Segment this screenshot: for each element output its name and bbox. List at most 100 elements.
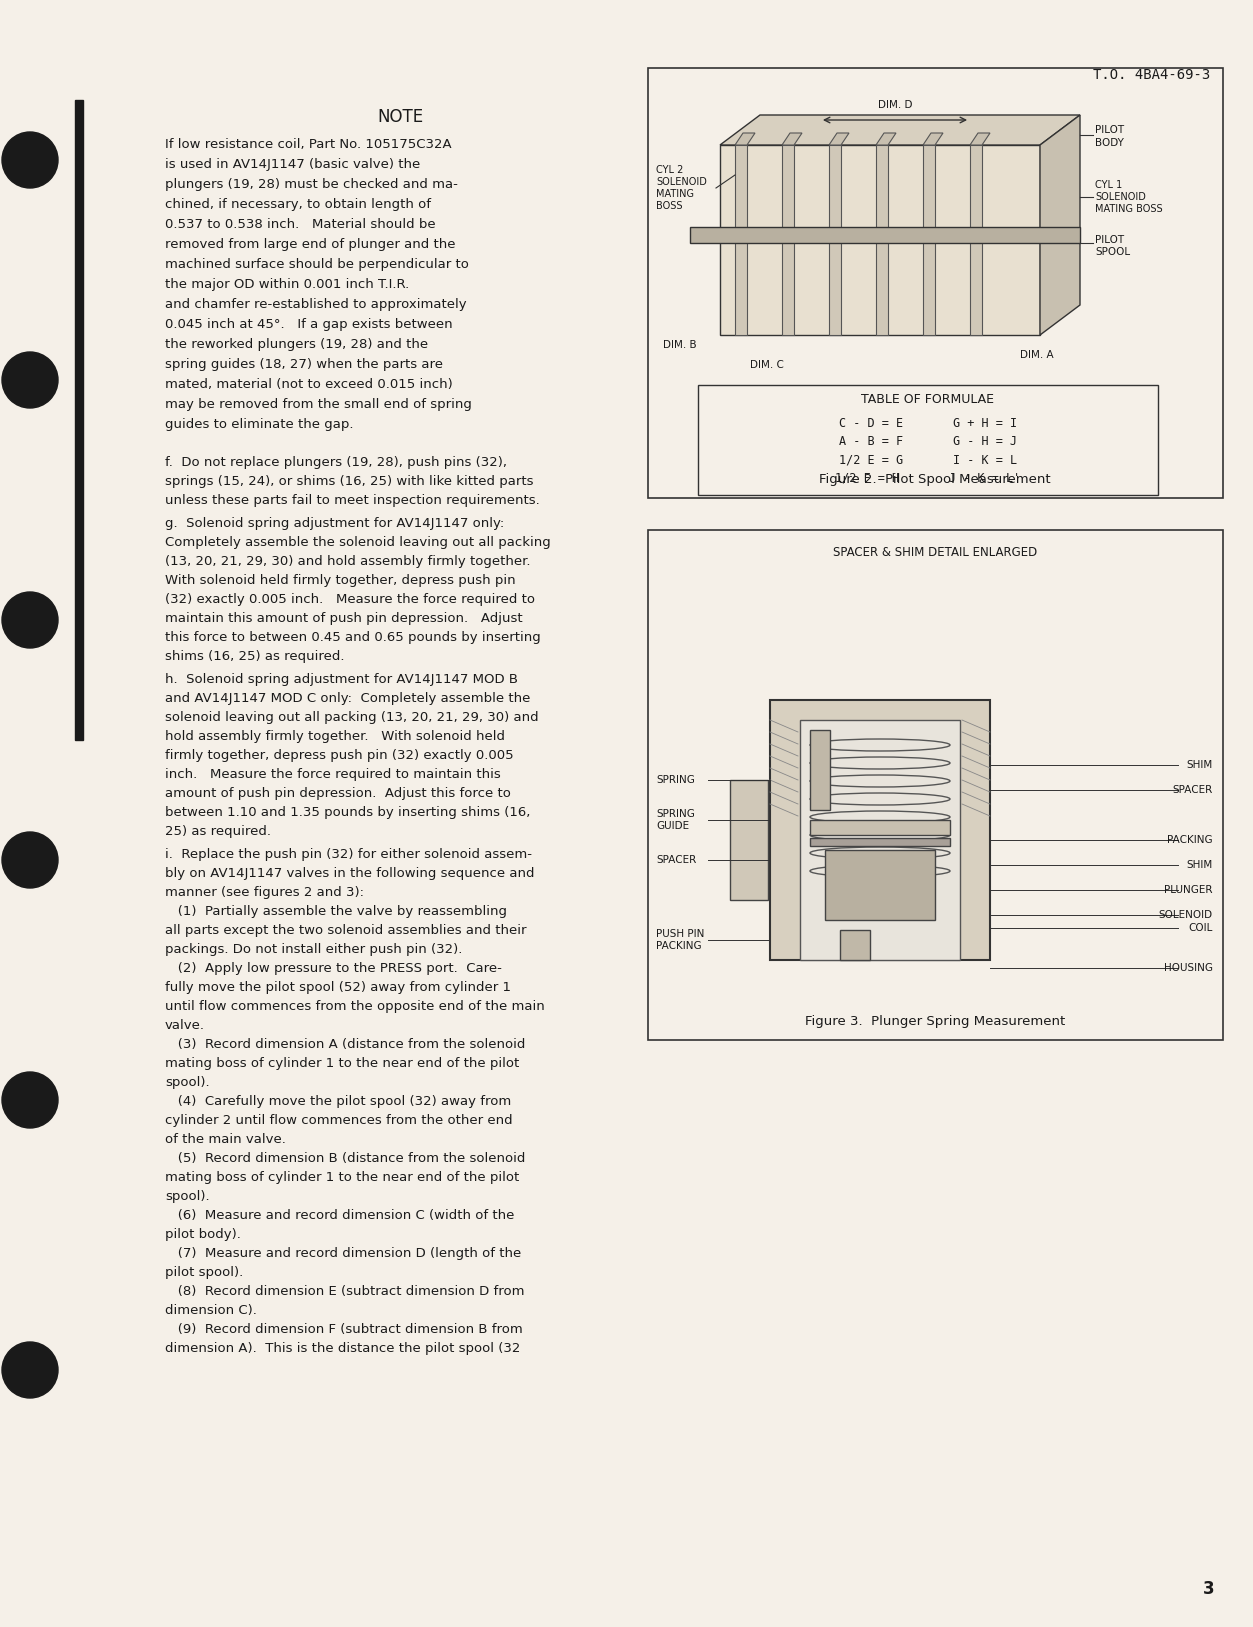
Text: pilot spool).: pilot spool). (165, 1266, 243, 1279)
Text: this force to between 0.45 and 0.65 pounds by inserting: this force to between 0.45 and 0.65 poun… (165, 631, 541, 644)
Text: BOSS: BOSS (657, 202, 683, 212)
Bar (840, 931, 870, 960)
Text: mating boss of cylinder 1 to the near end of the pilot: mating boss of cylinder 1 to the near en… (165, 1171, 519, 1184)
Text: and AV14J1147 MOD C only:  Completely assemble the: and AV14J1147 MOD C only: Completely ass… (165, 691, 530, 704)
Text: f.  Do not replace plungers (19, 28), push pins (32),: f. Do not replace plungers (19, 28), pus… (165, 456, 507, 469)
Text: and chamfer re-established to approximately: and chamfer re-established to approximat… (165, 298, 466, 311)
Polygon shape (829, 133, 850, 145)
Text: manner (see figures 2 and 3):: manner (see figures 2 and 3): (165, 887, 365, 900)
Text: CYL 2: CYL 2 (657, 164, 683, 176)
Polygon shape (782, 133, 802, 145)
Bar (648, 68, 1223, 498)
Text: spring guides (18, 27) when the parts are: spring guides (18, 27) when the parts ar… (165, 358, 444, 371)
Bar (690, 228, 1080, 242)
Polygon shape (720, 116, 1080, 145)
Text: maintain this amount of push pin depression.   Adjust: maintain this amount of push pin depress… (165, 612, 523, 625)
Text: PUSH PIN
PACKING: PUSH PIN PACKING (657, 929, 704, 950)
Circle shape (3, 1342, 58, 1398)
Text: HOUSING: HOUSING (1164, 963, 1213, 973)
Text: is used in AV14J1147 (basic valve) the: is used in AV14J1147 (basic valve) the (165, 158, 420, 171)
Text: PLUNGER: PLUNGER (1164, 885, 1213, 895)
Text: i.  Replace the push pin (32) for either solenoid assem-: i. Replace the push pin (32) for either … (165, 848, 533, 861)
Text: plungers (19, 28) must be checked and ma-: plungers (19, 28) must be checked and ma… (165, 177, 457, 190)
Circle shape (3, 351, 58, 408)
Text: bly on AV14J1147 valves in the following sequence and: bly on AV14J1147 valves in the following… (165, 867, 535, 880)
Bar (809, 820, 950, 835)
Bar (809, 838, 950, 846)
Text: PACKING: PACKING (1168, 835, 1213, 844)
Text: spool).: spool). (165, 1075, 209, 1088)
Text: Figure 2.  Pilot Spool Measurement: Figure 2. Pilot Spool Measurement (819, 473, 1051, 486)
Text: h.  Solenoid spring adjustment for AV14J1147 MOD B: h. Solenoid spring adjustment for AV14J1… (165, 674, 517, 687)
Text: g.  Solenoid spring adjustment for AV14J1147 only:: g. Solenoid spring adjustment for AV14J1… (165, 517, 504, 530)
Text: SPACER: SPACER (657, 856, 697, 866)
Text: SPACER: SPACER (1173, 784, 1213, 796)
Text: packings. Do not install either push pin (32).: packings. Do not install either push pin… (165, 944, 462, 957)
Text: the major OD within 0.001 inch T.I.R.: the major OD within 0.001 inch T.I.R. (165, 278, 410, 291)
Circle shape (3, 831, 58, 888)
Text: solenoid leaving out all packing (13, 20, 21, 29, 30) and: solenoid leaving out all packing (13, 20… (165, 711, 539, 724)
Text: DIM. A: DIM. A (1020, 350, 1054, 360)
Text: mating boss of cylinder 1 to the near end of the pilot: mating boss of cylinder 1 to the near en… (165, 1058, 519, 1071)
Text: SPRING
GUIDE: SPRING GUIDE (657, 809, 695, 831)
Bar (698, 386, 1158, 495)
Bar (720, 145, 1040, 335)
Text: springs (15, 24), or shims (16, 25) with like kitted parts: springs (15, 24), or shims (16, 25) with… (165, 475, 534, 488)
Text: If low resistance coil, Part No. 105175C32A: If low resistance coil, Part No. 105175C… (165, 138, 451, 151)
Text: firmly together, depress push pin (32) exactly 0.005: firmly together, depress push pin (32) e… (165, 748, 514, 761)
Text: SHIM: SHIM (1187, 861, 1213, 870)
Text: all parts except the two solenoid assemblies and their: all parts except the two solenoid assemb… (165, 924, 526, 937)
Text: spool).: spool). (165, 1189, 209, 1202)
Text: 1/2 E = G       I - K = L: 1/2 E = G I - K = L (840, 452, 1017, 465)
Polygon shape (736, 133, 756, 145)
Polygon shape (923, 133, 944, 145)
Text: dimension A).  This is the distance the pilot spool (32: dimension A). This is the distance the p… (165, 1342, 520, 1355)
Text: may be removed from the small end of spring: may be removed from the small end of spr… (165, 399, 472, 412)
Text: With solenoid held firmly together, depress push pin: With solenoid held firmly together, depr… (165, 574, 516, 587)
Text: NOTE: NOTE (377, 107, 424, 125)
Text: C - D = E       G + H = I: C - D = E G + H = I (840, 417, 1017, 430)
Text: BODY: BODY (1095, 138, 1124, 148)
Text: A - B = F       G - H = J: A - B = F G - H = J (840, 434, 1017, 447)
Bar (809, 731, 829, 810)
Text: until flow commences from the opposite end of the main: until flow commences from the opposite e… (165, 1001, 545, 1014)
Text: (9)  Record dimension F (subtract dimension B from: (9) Record dimension F (subtract dimensi… (165, 1323, 523, 1336)
Text: SPACER & SHIM DETAIL ENLARGED: SPACER & SHIM DETAIL ENLARGED (833, 545, 1037, 558)
Bar (970, 145, 982, 335)
Text: TABLE OF FORMULAE: TABLE OF FORMULAE (862, 392, 995, 405)
Text: (13, 20, 21, 29, 30) and hold assembly firmly together.: (13, 20, 21, 29, 30) and hold assembly f… (165, 555, 530, 568)
Text: cylinder 2 until flow commences from the other end: cylinder 2 until flow commences from the… (165, 1114, 512, 1128)
Text: fully move the pilot spool (52) away from cylinder 1: fully move the pilot spool (52) away fro… (165, 981, 511, 994)
Bar (876, 145, 888, 335)
Bar (736, 145, 747, 335)
Text: SPRING: SPRING (657, 774, 695, 784)
Text: 1/2 F = H       J - K = L': 1/2 F = H J - K = L' (836, 470, 1021, 483)
Text: SOLENOID: SOLENOID (1095, 192, 1146, 202)
Text: MATING: MATING (657, 189, 694, 198)
Text: DIM. D: DIM. D (878, 99, 912, 111)
Text: T.O. 4BA4-69-3: T.O. 4BA4-69-3 (1093, 68, 1210, 81)
Text: DIM. C: DIM. C (751, 360, 784, 369)
Polygon shape (1040, 116, 1080, 335)
Circle shape (3, 132, 58, 189)
Bar (75, 99, 83, 740)
Bar (782, 145, 794, 335)
Text: (7)  Measure and record dimension D (length of the: (7) Measure and record dimension D (leng… (165, 1246, 521, 1259)
Text: unless these parts fail to meet inspection requirements.: unless these parts fail to meet inspecti… (165, 495, 540, 508)
Text: guides to eliminate the gap.: guides to eliminate the gap. (165, 418, 353, 431)
Text: MATING BOSS: MATING BOSS (1095, 203, 1163, 215)
Text: SHIM: SHIM (1187, 760, 1213, 770)
Text: removed from large end of plunger and the: removed from large end of plunger and th… (165, 238, 456, 251)
Text: hold assembly firmly together.   With solenoid held: hold assembly firmly together. With sole… (165, 731, 505, 744)
Text: dimension C).: dimension C). (165, 1303, 257, 1316)
Text: (4)  Carefully move the pilot spool (32) away from: (4) Carefully move the pilot spool (32) … (165, 1095, 511, 1108)
Text: SPOOL: SPOOL (1095, 247, 1130, 257)
Text: (5)  Record dimension B (distance from the solenoid: (5) Record dimension B (distance from th… (165, 1152, 525, 1165)
Text: (3)  Record dimension A (distance from the solenoid: (3) Record dimension A (distance from th… (165, 1038, 525, 1051)
Text: PILOT: PILOT (1095, 125, 1124, 135)
Text: shims (16, 25) as required.: shims (16, 25) as required. (165, 651, 345, 662)
Text: Figure 3.  Plunger Spring Measurement: Figure 3. Plunger Spring Measurement (804, 1015, 1065, 1028)
Bar (799, 721, 960, 960)
Text: 0.537 to 0.538 inch.   Material should be: 0.537 to 0.538 inch. Material should be (165, 218, 436, 231)
Polygon shape (970, 133, 990, 145)
